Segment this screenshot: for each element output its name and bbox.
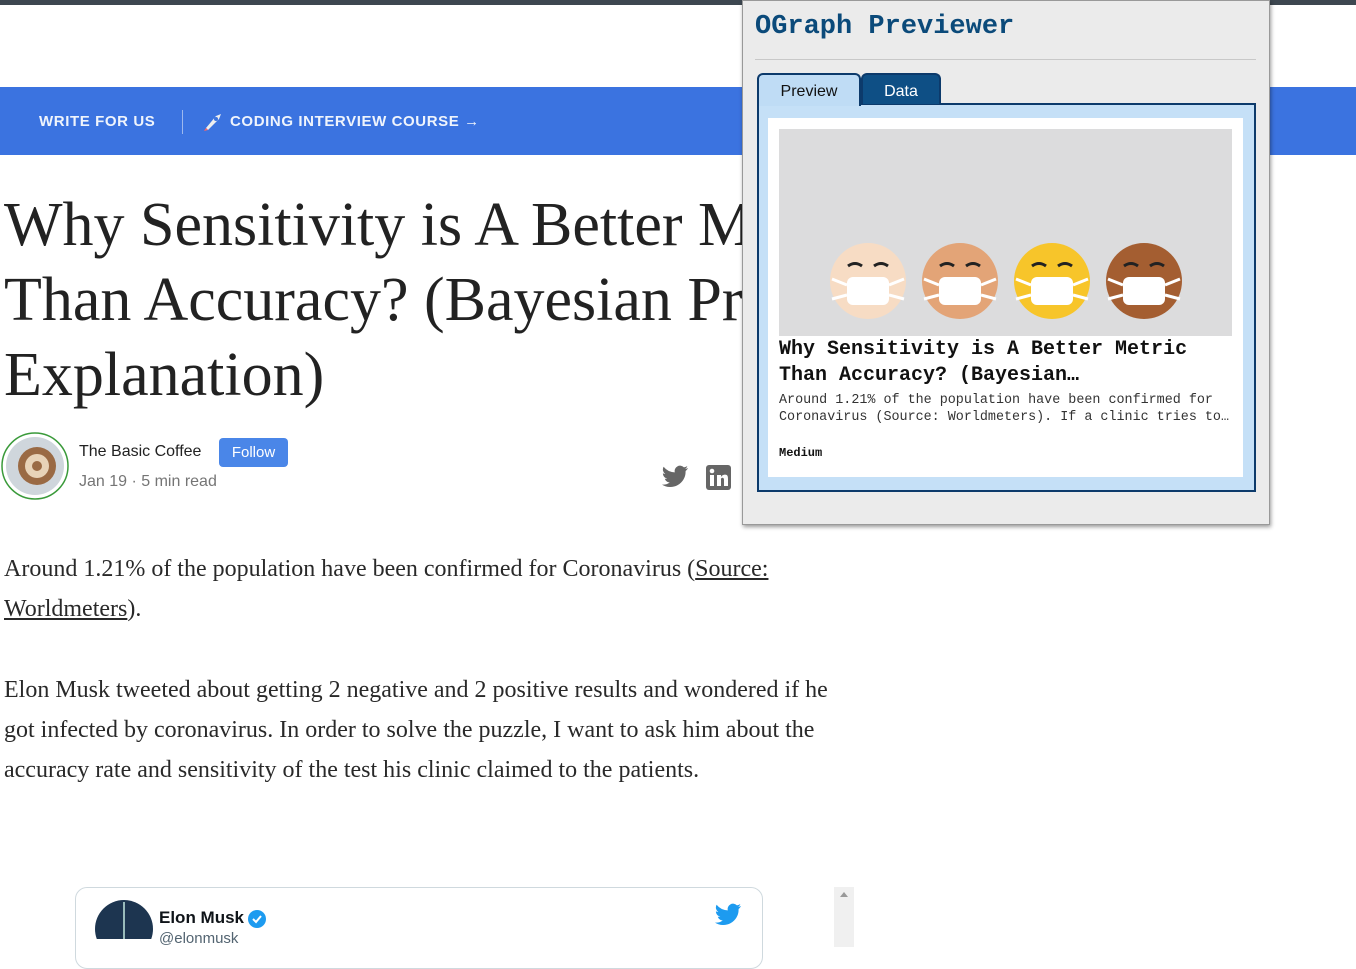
preview-image — [779, 129, 1232, 336]
rocket-icon — [204, 114, 221, 131]
follow-button[interactable]: Follow — [219, 438, 288, 467]
browser-bar — [0, 0, 1356, 5]
separator — [182, 110, 183, 134]
tweet-author[interactable]: Elon Musk — [159, 908, 245, 927]
divider — [755, 59, 1256, 60]
source-link[interactable]: Source: Worldmeters — [4, 556, 769, 622]
author-avatar[interactable] — [1, 432, 69, 502]
twitter-logo — [715, 903, 741, 926]
nav-link[interactable]: CODING INTERVIEW COURSE → — [230, 113, 480, 130]
verified-badge — [248, 910, 266, 928]
article-meta: Jan 19 · 5 min read — [79, 473, 217, 490]
author-name[interactable]: The Basic Coffee — [79, 443, 202, 460]
text: ). — [127, 596, 142, 622]
card-site: Medium — [779, 446, 823, 460]
twitter-share[interactable] — [661, 465, 689, 491]
scrollbar[interactable] — [834, 887, 854, 947]
paragraph: Elon Musk tweeted about getting 2 negati… — [4, 677, 828, 783]
tab[interactable]: Data — [861, 73, 941, 104]
tab[interactable]: Preview — [757, 73, 861, 106]
embedded-tweet[interactable] — [75, 887, 763, 969]
faces — [830, 243, 1182, 319]
card-title: Why Sensitivity is A Better Metric Than … — [779, 338, 1188, 387]
paragraph: Around 1.21% of the population have been… — [4, 549, 854, 629]
extension-title: OGraph Previewer — [755, 12, 1015, 42]
nav-link[interactable]: WRITE FOR US — [39, 113, 156, 130]
text: Around 1.21% of the population have been… — [4, 556, 696, 582]
card-description: Around 1.21% of the population have been… — [779, 393, 1229, 425]
scroll-arrow — [840, 892, 848, 897]
linkedin-share[interactable] — [706, 465, 731, 490]
tweet-avatar — [95, 900, 153, 939]
